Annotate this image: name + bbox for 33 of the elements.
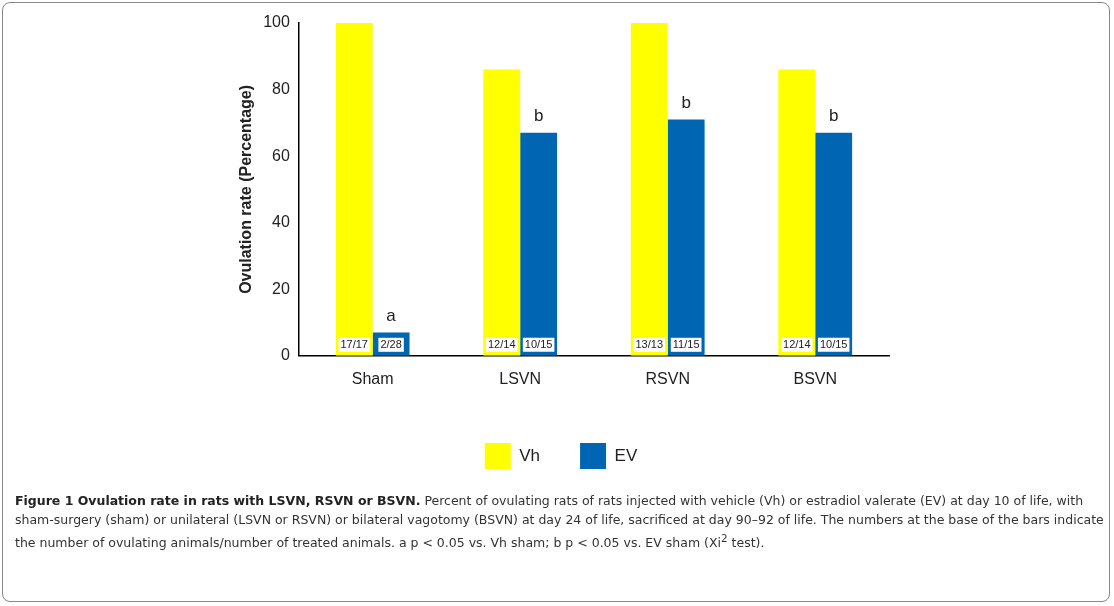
x-tick-label: Sham [351, 369, 394, 387]
data-label: 10/15 [524, 337, 553, 350]
x-tick-label: LSVN [499, 369, 542, 387]
y-axis-title: Ovulation rate (Percentage) [237, 84, 255, 294]
bar [667, 119, 705, 356]
data-label: 2/28 [380, 337, 402, 350]
data-label: 17/17 [340, 337, 368, 350]
data-label: 12/14 [487, 337, 516, 350]
bar [630, 23, 668, 356]
annotation: b [533, 106, 544, 126]
data-label: 11/15 [672, 337, 700, 350]
bar [778, 69, 816, 356]
y-tick-label: 80 [272, 79, 290, 97]
y-tick-label: 40 [272, 213, 290, 231]
x-tick-label: BSVN [793, 369, 838, 387]
legend-label: Vh [519, 445, 541, 465]
text: Figure 1 Ovulation rate in rats with LSVN, RSVN or BSVN. [15, 493, 421, 508]
data-label: 12/14 [783, 337, 811, 350]
annotation: a [386, 305, 397, 325]
annotation: b [681, 92, 691, 112]
annotation: b [828, 106, 839, 126]
y-tick-label: 100 [263, 13, 290, 31]
x-tick-label: RSVN [645, 369, 690, 387]
y-tick-label: 60 [272, 146, 290, 164]
y-tick-label: 0 [280, 346, 290, 364]
bar [335, 23, 373, 356]
data-label: 13/13 [635, 337, 664, 350]
legend-label: EV [614, 445, 638, 465]
bar [815, 132, 853, 356]
data-label: 10/15 [819, 337, 848, 350]
bar [520, 132, 558, 356]
bar [483, 69, 521, 356]
y-tick-label: 20 [272, 279, 290, 297]
